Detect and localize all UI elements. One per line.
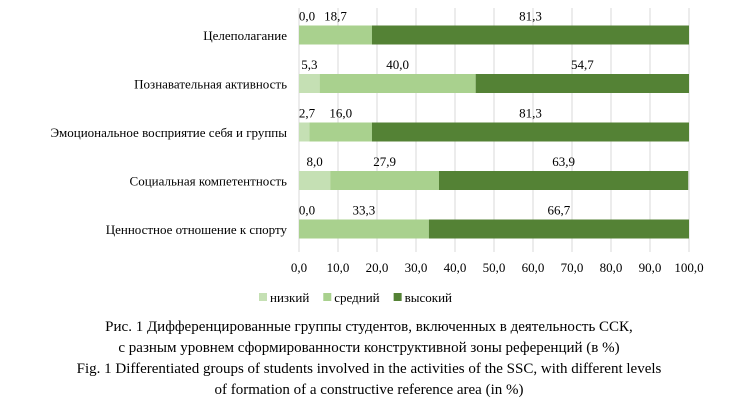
- category-label: Социальная компетентность: [130, 174, 288, 189]
- data-label: 2,7: [299, 106, 316, 121]
- data-label: 63,9: [552, 154, 575, 169]
- data-label: 16,0: [329, 106, 352, 121]
- x-tick-label: 40,0: [444, 260, 467, 275]
- bar-segment-низкий: [299, 171, 331, 190]
- legend-swatch: [259, 293, 267, 301]
- x-tick-label: 60,0: [522, 260, 545, 275]
- bar-segment-средний: [309, 122, 372, 142]
- data-label: 8,0: [306, 154, 322, 169]
- category-label: Познавательная активность: [134, 77, 287, 92]
- data-label: 81,3: [519, 9, 542, 24]
- legend-label: низкий: [270, 290, 309, 305]
- bar-segment-низкий: [299, 74, 320, 93]
- x-tick-label: 70,0: [561, 260, 584, 275]
- x-tick-label: 50,0: [483, 260, 506, 275]
- data-label: 0,0: [299, 9, 315, 24]
- bar-segment-высокий: [439, 171, 689, 190]
- caption-ru-line1: Рис. 1 Дифференцированные группы студент…: [105, 319, 633, 335]
- bar-segment-средний: [319, 74, 476, 93]
- stacked-bar-chart: 0,0 10,0 20,0 30,0 40,0 50,0 60,0 70,0 80,0 90,0 1…: [50, 8, 704, 305]
- data-label: 0,0: [299, 203, 315, 218]
- data-label: 81,3: [519, 106, 542, 121]
- legend-label: высокий: [405, 290, 452, 305]
- legend-swatch: [323, 293, 332, 301]
- bar-segment-средний: [299, 219, 429, 239]
- x-tick-label: 0,0: [291, 260, 307, 275]
- data-label: 33,3: [353, 203, 376, 218]
- data-label: 18,7: [324, 9, 347, 24]
- x-tick-label: 30,0: [405, 260, 428, 275]
- data-label: 66,7: [548, 203, 571, 218]
- x-tick-label: 80,0: [600, 260, 623, 275]
- legend-label: средний: [334, 290, 379, 305]
- caption-en-line1: Fig. 1 Differentiated groups of students…: [76, 361, 662, 377]
- x-tick-label: 10,0: [327, 260, 350, 275]
- bar-segment-средний: [299, 25, 372, 45]
- category-label: Эмоциональное восприятие себя и группы: [50, 125, 287, 140]
- bar-segment-высокий: [371, 122, 689, 142]
- data-label: 40,0: [386, 57, 409, 72]
- bar-segment-высокий: [428, 219, 689, 239]
- caption-ru-line2: с разным уровнем сформированности констр…: [118, 340, 620, 356]
- data-label: 54,7: [571, 57, 594, 72]
- x-tick-label: 90,0: [639, 260, 662, 275]
- category-label: Целеполагание: [203, 28, 287, 43]
- caption-en-line2: of formation of a constructive reference…: [214, 382, 524, 398]
- bar-segment-средний: [330, 171, 440, 190]
- category-label: Ценностное отношение к спорту: [106, 222, 288, 237]
- legend-swatch: [393, 293, 402, 301]
- data-label: 27,9: [373, 154, 396, 169]
- bar-segment-низкий: [299, 122, 310, 142]
- bar-segment-высокий: [475, 74, 689, 93]
- x-tick-label: 100,0: [674, 260, 703, 275]
- x-tick-label: 20,0: [366, 260, 389, 275]
- data-label: 5,3: [301, 57, 317, 72]
- bar-segment-высокий: [371, 25, 689, 45]
